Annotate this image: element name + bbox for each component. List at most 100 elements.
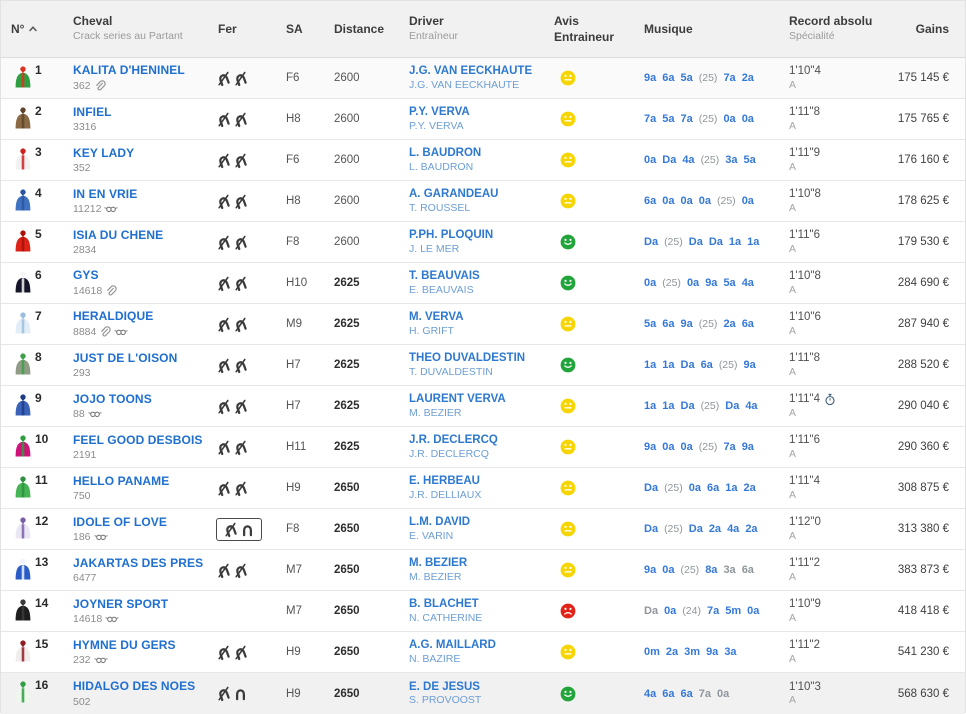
musique-entry[interactable]: 5a <box>680 72 693 84</box>
musique-entry[interactable]: 1a <box>725 482 738 494</box>
col-header-number[interactable]: N° <box>1 22 65 37</box>
musique-entry[interactable]: 5a <box>743 154 756 166</box>
horse-name-link[interactable]: KALITA D'HENINEL <box>73 63 185 78</box>
musique-entry[interactable]: 4a <box>741 277 754 289</box>
trainer-link[interactable]: N. BAZIRE <box>409 652 461 665</box>
musique-entry[interactable]: 9a <box>741 441 754 453</box>
musique-entry[interactable]: 6a <box>662 318 675 330</box>
horse-name-link[interactable]: ISIA DU CHENE <box>73 227 164 242</box>
driver-link[interactable]: E. DE JESUS <box>409 680 480 693</box>
musique-entry[interactable]: 6a <box>680 687 693 700</box>
musique-entry[interactable]: 5a <box>644 318 657 330</box>
musique-entry[interactable]: 0a <box>686 277 700 289</box>
driver-link[interactable]: LAURENT VERVA <box>409 393 506 406</box>
musique-entry[interactable]: 1a <box>644 359 657 371</box>
trainer-link[interactable]: J.G. VAN EECKHAUTE <box>409 78 520 91</box>
musique-entry[interactable]: 0a <box>662 195 675 207</box>
horse-name-link[interactable]: JOYNER SPORT <box>73 596 169 611</box>
musique-entry[interactable]: Da <box>680 400 695 412</box>
musique-entry[interactable]: 4a <box>745 400 758 412</box>
musique-entry[interactable]: 9a <box>644 564 657 576</box>
musique-entry[interactable]: 0a <box>741 113 754 125</box>
driver-link[interactable]: P.Y. VERVA <box>409 106 470 119</box>
musique-entry[interactable]: 9a <box>644 72 657 84</box>
musique-entry[interactable]: 6a <box>741 318 754 330</box>
horse-name-link[interactable]: IDOLE OF LOVE <box>73 514 167 529</box>
trainer-link[interactable]: T. ROUSSEL <box>409 201 471 214</box>
driver-link[interactable]: E. HERBEAU <box>409 475 480 488</box>
musique-entry[interactable]: 1a <box>644 400 657 412</box>
horse-name-link[interactable]: JUST DE L'OISON <box>73 350 178 365</box>
musique-entry[interactable]: 5a <box>723 277 736 289</box>
musique-entry[interactable]: 0a <box>664 605 677 617</box>
driver-link[interactable]: L. BAUDRON <box>409 147 482 160</box>
musique-entry[interactable]: 1a <box>662 400 675 412</box>
musique-entry[interactable]: 3a <box>724 646 737 658</box>
musique-entry[interactable]: 6a <box>644 195 657 207</box>
musique-entry[interactable]: 0a <box>662 441 675 453</box>
musique-entry[interactable]: 2a <box>741 72 754 84</box>
horse-name-link[interactable]: HIDALGO DES NOES <box>73 679 196 694</box>
musique-entry[interactable]: 0a <box>644 154 657 166</box>
musique-entry[interactable]: 2a <box>743 482 756 494</box>
musique-entry[interactable]: 0a <box>680 441 693 453</box>
musique-entry[interactable]: 3m <box>684 646 701 658</box>
horse-name-link[interactable]: HERALDIQUE <box>73 309 154 324</box>
horse-name-link[interactable]: FEEL GOOD DESBOIS <box>73 432 203 447</box>
trainer-link[interactable]: S. PROVOOST <box>409 694 482 707</box>
horse-name-link[interactable]: JOJO TOONS <box>73 391 152 406</box>
musique-entry[interactable]: Da <box>680 359 695 371</box>
musique-entry[interactable]: 4a <box>644 687 657 700</box>
horse-name-link[interactable]: GYS <box>73 268 99 283</box>
musique-entry[interactable]: 0a <box>747 605 760 617</box>
trainer-link[interactable]: J.R. DELLIAUX <box>409 488 482 501</box>
musique-entry[interactable]: 4a <box>682 154 695 166</box>
musique-entry[interactable]: 6a <box>700 359 713 371</box>
trainer-link[interactable]: J.R. DECLERCQ <box>409 447 489 460</box>
trainer-link[interactable]: P.Y. VERVA <box>409 119 464 132</box>
driver-link[interactable]: M. VERVA <box>409 311 464 324</box>
musique-entry[interactable]: 2a <box>745 523 758 535</box>
musique-entry[interactable]: 0a <box>741 195 754 207</box>
musique-entry[interactable]: Da <box>708 236 723 248</box>
musique-entry[interactable]: 1a <box>662 359 675 371</box>
musique-entry[interactable]: 7a <box>723 72 736 84</box>
musique-entry[interactable]: 1a <box>747 236 760 248</box>
driver-link[interactable]: M. BEZIER <box>409 557 468 570</box>
musique-entry[interactable]: 0a <box>662 564 675 576</box>
musique-entry[interactable]: Da <box>644 523 659 535</box>
trainer-link[interactable]: H. GRIFT <box>409 324 454 337</box>
driver-link[interactable]: L.M. DAVID <box>409 516 471 529</box>
musique-entry[interactable]: Da <box>644 236 659 248</box>
trainer-link[interactable]: M. BEZIER <box>409 570 462 583</box>
driver-link[interactable]: A. GARANDEAU <box>409 188 499 201</box>
driver-link[interactable]: J.G. VAN EECKHAUTE <box>409 65 533 78</box>
musique-entry[interactable]: 9a <box>705 277 718 289</box>
musique-entry[interactable]: 5a <box>662 113 675 125</box>
musique-entry[interactable]: 8a <box>705 564 718 576</box>
musique-entry[interactable]: 0a <box>680 195 693 207</box>
musique-entry[interactable]: 1a <box>728 236 742 248</box>
musique-entry[interactable]: 2a <box>708 523 722 535</box>
musique-entry[interactable]: 6a <box>662 72 675 84</box>
trainer-link[interactable]: M. BEZIER <box>409 406 462 419</box>
musique-entry[interactable]: 6a <box>662 687 675 700</box>
musique-entry[interactable]: 0a <box>644 277 657 289</box>
musique-entry[interactable]: 0a <box>688 482 701 494</box>
musique-entry[interactable]: Da <box>662 154 677 166</box>
driver-link[interactable]: A.G. MAILLARD <box>409 639 496 652</box>
horse-name-link[interactable]: IN EN VRIE <box>73 186 138 201</box>
trainer-link[interactable]: T. DUVALDESTIN <box>409 365 493 378</box>
musique-entry[interactable]: 9a <box>706 646 719 658</box>
driver-link[interactable]: B. BLACHET <box>409 598 479 611</box>
driver-link[interactable]: THEO DUVALDESTIN <box>409 352 526 365</box>
musique-entry[interactable]: Da <box>688 236 703 248</box>
driver-link[interactable]: T. BEAUVAIS <box>409 270 480 283</box>
musique-entry[interactable]: Da <box>688 523 703 535</box>
musique-entry[interactable]: 9a <box>644 441 657 453</box>
horse-name-link[interactable]: KEY LADY <box>73 145 135 160</box>
musique-entry[interactable]: 5m <box>725 605 742 617</box>
musique-entry[interactable]: 7a <box>680 113 693 125</box>
musique-entry[interactable]: 7a <box>723 441 736 453</box>
horse-name-link[interactable]: HELLO PANAME <box>73 473 170 488</box>
